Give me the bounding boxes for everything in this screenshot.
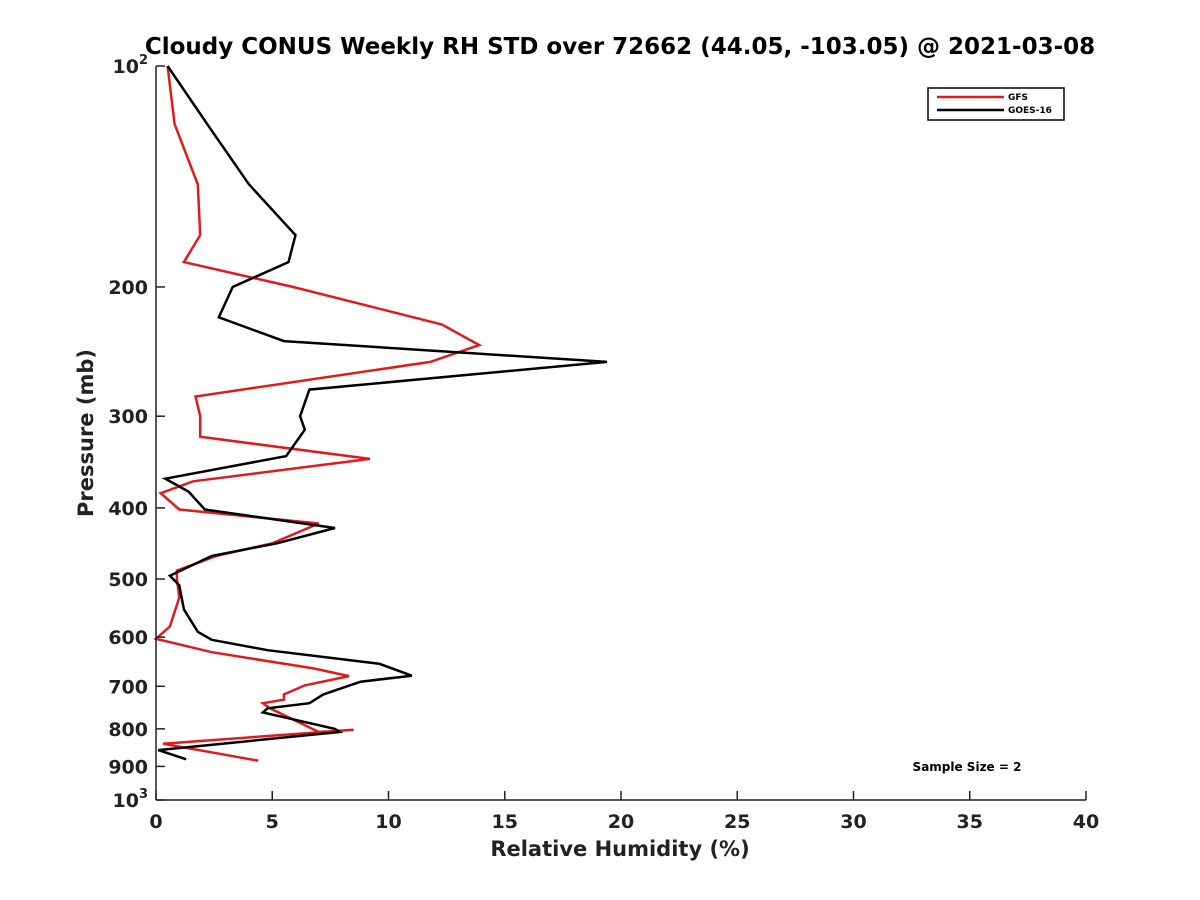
sample-size-annotation: Sample Size = 2 bbox=[913, 760, 1022, 774]
x-tick-label: 25 bbox=[724, 811, 750, 833]
x-tick-label: 40 bbox=[1073, 811, 1099, 833]
legend-label-goes-16: GOES-16 bbox=[1008, 106, 1052, 116]
x-tick-label: 5 bbox=[266, 811, 279, 833]
y-tick-label: 800 bbox=[108, 719, 148, 741]
legend-box bbox=[927, 87, 1065, 121]
x-tick-label: 35 bbox=[957, 811, 983, 833]
legend: GFS GOES-16 bbox=[927, 87, 1065, 121]
plot-area bbox=[153, 65, 608, 762]
y-tick-label: 300 bbox=[108, 406, 148, 428]
y-axis-label: Pressure (mb) bbox=[74, 349, 98, 517]
chart-title: Cloudy CONUS Weekly RH STD over 72662 (4… bbox=[145, 34, 1095, 60]
y-tick-label: 400 bbox=[108, 498, 148, 520]
y-tick-label: 900 bbox=[108, 756, 148, 778]
y-tick-label: 700 bbox=[108, 676, 148, 698]
axes: 0 5 10 15 20 25 30 35 40 102 200 300 400 500 600 700 800… bbox=[108, 53, 1099, 833]
x-tick-label: 10 bbox=[375, 811, 401, 833]
y-tick-label: 500 bbox=[108, 569, 148, 591]
x-axis-label: Relative Humidity (%) bbox=[490, 837, 749, 861]
x-tick-label: 0 bbox=[149, 811, 162, 833]
x-tick-label: 30 bbox=[840, 811, 866, 833]
legend-label-gfs: GFS bbox=[1008, 93, 1028, 103]
series-line-goes-16 bbox=[157, 65, 608, 761]
y-tick-label: 600 bbox=[108, 627, 148, 649]
x-tick-label: 15 bbox=[492, 811, 518, 833]
x-tick-label: 20 bbox=[608, 811, 634, 833]
y-tick-label: 102 bbox=[113, 53, 149, 78]
y-tick-label: 103 bbox=[113, 787, 149, 812]
y-tick-label: 200 bbox=[108, 277, 148, 299]
